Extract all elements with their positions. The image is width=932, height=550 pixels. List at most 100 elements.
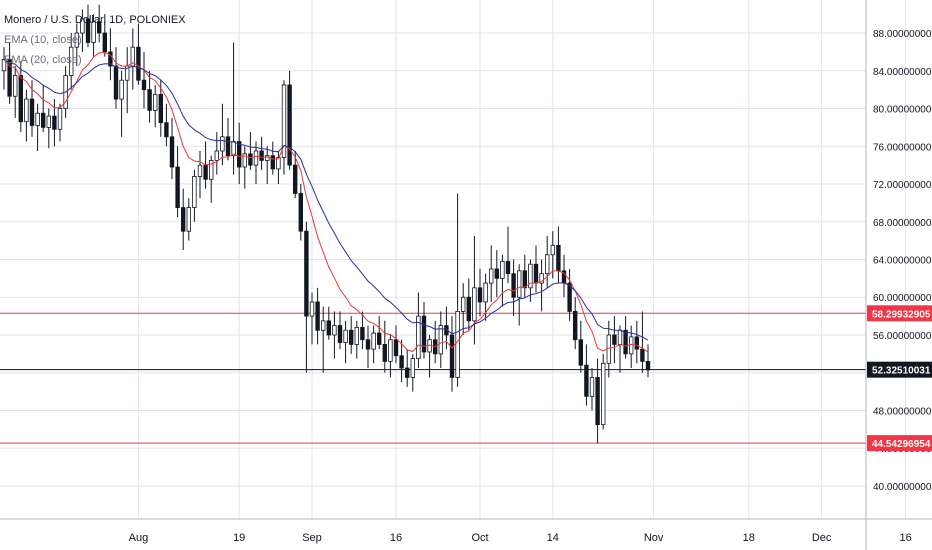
candle-body <box>348 329 354 345</box>
ema20-line <box>3 58 649 341</box>
candle-body <box>545 254 550 275</box>
y-tick-label: 76.00000000 <box>873 142 932 153</box>
candle-body <box>141 79 147 91</box>
candle-body <box>147 89 152 111</box>
candle-body <box>601 362 606 426</box>
candle <box>97 4 102 43</box>
candle <box>102 14 107 57</box>
candle <box>35 103 40 151</box>
candle <box>113 47 119 109</box>
candle-body <box>410 358 415 378</box>
candle-body <box>225 136 231 157</box>
candle <box>556 226 561 284</box>
y-tick-label: 88.00000000 <box>873 29 932 40</box>
candle-body <box>533 263 539 284</box>
y-tick-label: 60.00000000 <box>873 293 932 304</box>
candle-body <box>186 207 191 232</box>
current-price-label-bg <box>867 361 932 378</box>
candle-body <box>248 153 253 166</box>
candle-body <box>281 84 287 158</box>
x-tick-label: Aug <box>129 532 149 544</box>
candle <box>617 325 623 373</box>
candle <box>74 23 79 67</box>
x-tick-label: Nov <box>644 532 664 544</box>
candle <box>91 14 96 57</box>
candle <box>242 146 247 189</box>
candle <box>180 188 186 251</box>
candle-body <box>343 329 348 343</box>
candle <box>197 150 203 199</box>
candle <box>416 292 421 369</box>
candle-body <box>477 287 483 303</box>
candle <box>248 132 253 170</box>
candle-body <box>371 332 376 350</box>
candle-body <box>69 46 74 76</box>
candle <box>175 146 180 218</box>
price-labels: 58.29932905 44.54296954 52.32510031 <box>867 305 932 452</box>
candle-body <box>449 334 455 378</box>
candle <box>561 254 567 298</box>
x-tick-label: Sep <box>302 532 322 544</box>
candle-body <box>270 155 275 170</box>
candle <box>634 320 639 364</box>
ema10-line <box>3 52 649 353</box>
candle-body <box>460 296 466 312</box>
level-price-label: 58.29932905 <box>867 305 932 322</box>
candle <box>337 311 343 350</box>
candle-body <box>393 339 399 357</box>
candle <box>80 9 85 52</box>
candle-body <box>259 150 264 161</box>
candle <box>152 84 158 128</box>
candle-body <box>550 244 555 256</box>
ema20-legend[interactable]: EMA (20, close) <box>4 54 82 66</box>
candle-body <box>483 282 488 303</box>
candle <box>354 320 359 359</box>
candle-body <box>152 93 158 111</box>
candle <box>41 84 46 133</box>
candle-body <box>298 193 303 232</box>
candle <box>645 344 651 378</box>
level-price-label: 44.54296954 <box>867 435 932 452</box>
candle-body <box>539 273 544 284</box>
candle <box>365 325 371 369</box>
candle <box>270 141 275 175</box>
candle <box>505 226 511 284</box>
candle <box>427 334 432 378</box>
candle-body <box>337 325 343 343</box>
candle <box>371 325 376 364</box>
candle-body <box>208 160 214 180</box>
symbol-title[interactable]: Monero / U.S. Dollar, 1D, POLONIEX <box>4 14 186 26</box>
ema10-legend[interactable]: EMA (10, close) <box>4 34 82 46</box>
candle <box>360 311 365 350</box>
candle-body <box>18 75 23 123</box>
x-tick-label: 18 <box>743 532 755 544</box>
level-price-label-text: 44.54296954 <box>872 439 931 450</box>
candle <box>545 235 550 288</box>
chart-grid <box>0 0 907 519</box>
candle <box>343 320 348 364</box>
candle <box>287 70 292 170</box>
candle-body <box>315 301 320 331</box>
candle <box>292 150 298 199</box>
y-tick-label: 48.00000000 <box>873 406 932 417</box>
candle <box>623 316 628 359</box>
candle <box>567 268 572 321</box>
candle-body <box>326 320 331 336</box>
candle-body <box>528 263 533 289</box>
candle <box>388 334 393 378</box>
candle <box>494 250 499 298</box>
candle-body <box>365 339 371 350</box>
candle <box>220 103 225 166</box>
candle-body <box>556 244 561 272</box>
y-tick-label: 80.00000000 <box>873 105 932 116</box>
candle-body <box>304 230 309 317</box>
candle-body <box>399 355 404 369</box>
candle-body <box>85 18 91 43</box>
candle <box>595 358 600 444</box>
candle-body <box>113 65 119 100</box>
candle <box>141 51 147 109</box>
candle-body <box>488 268 494 284</box>
candle-body <box>97 21 102 34</box>
